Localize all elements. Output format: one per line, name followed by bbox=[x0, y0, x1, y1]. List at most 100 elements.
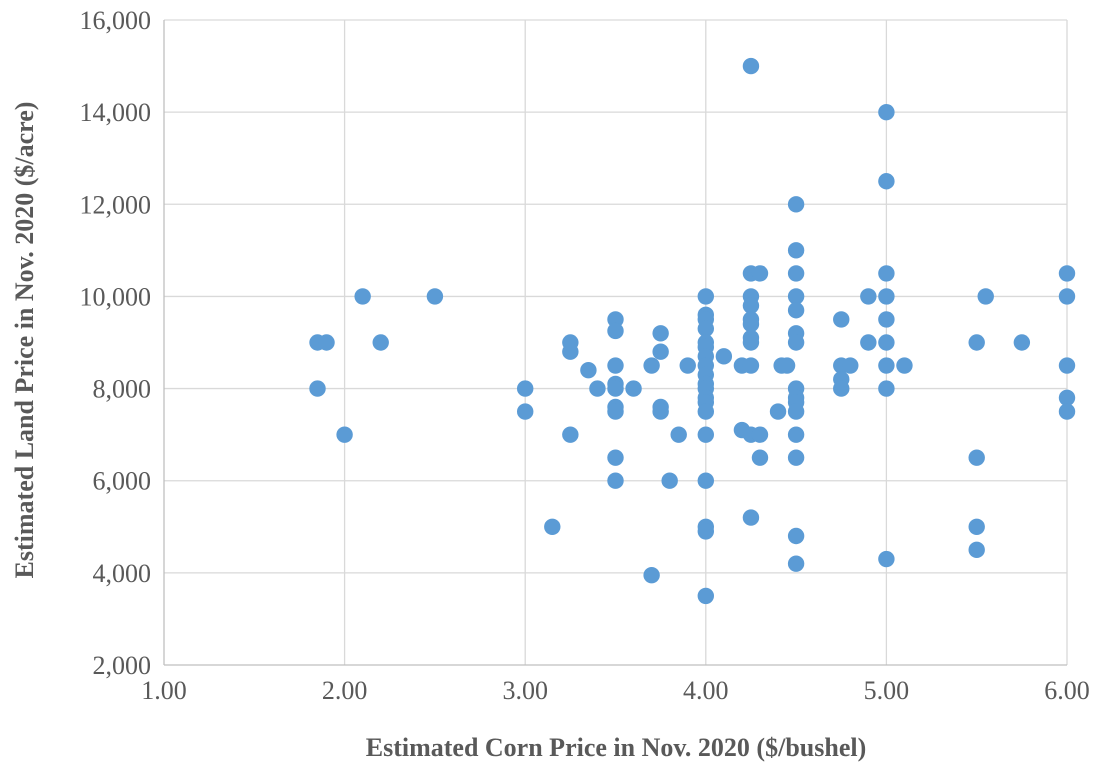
data-point bbox=[562, 426, 579, 443]
data-point bbox=[607, 472, 624, 489]
data-point bbox=[878, 550, 895, 568]
y-tick-label: 12,000 bbox=[80, 190, 152, 219]
data-point bbox=[318, 334, 335, 351]
data-point bbox=[562, 343, 579, 360]
data-point bbox=[643, 566, 660, 584]
data-point bbox=[878, 311, 895, 328]
data-point bbox=[309, 380, 326, 397]
data-point bbox=[697, 403, 714, 420]
data-point bbox=[787, 242, 805, 259]
data-point bbox=[751, 426, 769, 443]
data-point bbox=[697, 523, 714, 540]
data-point bbox=[1058, 288, 1076, 305]
data-point bbox=[426, 288, 444, 305]
data-point bbox=[1058, 357, 1076, 374]
data-point bbox=[1013, 334, 1031, 351]
data-point bbox=[643, 357, 660, 374]
x-tick-label: 1.00 bbox=[141, 676, 187, 705]
data-point bbox=[787, 527, 805, 545]
data-point bbox=[661, 472, 678, 489]
data-point bbox=[336, 426, 353, 443]
gridlines bbox=[164, 19, 1068, 665]
data-point bbox=[607, 380, 624, 397]
data-point bbox=[751, 265, 769, 282]
data-point bbox=[697, 426, 714, 443]
data-point bbox=[787, 449, 805, 466]
y-tick-label: 10,000 bbox=[80, 282, 152, 311]
y-tick-label: 14,000 bbox=[80, 98, 152, 127]
data-point bbox=[697, 288, 714, 305]
data-point bbox=[878, 334, 895, 351]
data-point bbox=[517, 403, 534, 420]
x-tick-label: 2.00 bbox=[322, 676, 368, 705]
data-point bbox=[607, 403, 624, 420]
data-point bbox=[679, 357, 696, 374]
x-tick-label: 4.00 bbox=[683, 676, 729, 705]
data-point bbox=[517, 380, 534, 397]
data-point bbox=[607, 311, 624, 328]
tick-labels: 1.00 2.00 3.00 4.00 5.00 6.00 2,000 4,000 6,000 8… bbox=[80, 6, 1090, 705]
data-point bbox=[968, 449, 985, 466]
data-point bbox=[751, 449, 769, 466]
data-point bbox=[787, 555, 805, 572]
x-tick-label: 6.00 bbox=[1044, 676, 1090, 705]
data-point bbox=[787, 302, 805, 319]
data-point bbox=[742, 357, 760, 374]
data-point bbox=[860, 288, 877, 305]
data-point bbox=[787, 265, 805, 282]
data-point bbox=[625, 380, 642, 397]
data-point bbox=[878, 288, 895, 305]
data-point bbox=[652, 343, 669, 360]
data-point bbox=[878, 173, 895, 190]
y-tick-label: 6,000 bbox=[93, 467, 152, 496]
y-tick-label: 4,000 bbox=[93, 559, 152, 588]
data-point bbox=[878, 265, 895, 282]
x-tick-label: 3.00 bbox=[502, 676, 548, 705]
x-tick-label: 5.00 bbox=[864, 676, 910, 705]
data-point bbox=[878, 380, 895, 397]
data-point bbox=[742, 57, 760, 75]
x-axis-title: Estimated Corn Price in Nov. 2020 ($/bus… bbox=[366, 733, 867, 762]
data-point bbox=[787, 426, 805, 443]
data-point bbox=[968, 518, 985, 535]
data-point bbox=[742, 509, 760, 526]
data-point bbox=[742, 297, 760, 314]
data-point bbox=[878, 357, 895, 374]
y-tick-label: 8,000 bbox=[93, 375, 152, 404]
y-axis-title: Estimated Land Price in Nov. 2020 ($/acr… bbox=[10, 102, 39, 579]
data-point bbox=[1058, 389, 1076, 406]
data-point bbox=[860, 334, 877, 351]
data-point bbox=[580, 361, 597, 379]
data-point bbox=[977, 288, 994, 305]
data-point bbox=[715, 348, 733, 365]
data-point bbox=[742, 334, 760, 351]
data-point bbox=[842, 357, 859, 374]
data-point bbox=[968, 541, 985, 559]
data-point bbox=[769, 403, 787, 420]
data-point bbox=[607, 322, 624, 340]
y-tick-label: 16,000 bbox=[80, 6, 152, 35]
data-point bbox=[670, 426, 687, 443]
data-point bbox=[697, 472, 714, 489]
data-point bbox=[787, 334, 805, 351]
data-point bbox=[354, 288, 371, 305]
data-point bbox=[1058, 403, 1076, 420]
data-point bbox=[742, 315, 760, 333]
data-point bbox=[1058, 265, 1076, 282]
data-point bbox=[878, 103, 895, 121]
data-point bbox=[652, 403, 669, 420]
data-point bbox=[544, 518, 561, 535]
axes bbox=[163, 20, 1067, 666]
data-point bbox=[778, 357, 796, 374]
data-point bbox=[607, 449, 624, 466]
y-tick-label: 2,000 bbox=[93, 651, 152, 680]
data-point bbox=[787, 403, 805, 420]
data-point bbox=[652, 325, 669, 342]
data-point bbox=[697, 587, 714, 605]
data-points bbox=[309, 57, 1076, 605]
data-point bbox=[787, 196, 805, 213]
data-point bbox=[589, 380, 606, 397]
data-point bbox=[968, 334, 985, 351]
data-point bbox=[833, 311, 850, 328]
